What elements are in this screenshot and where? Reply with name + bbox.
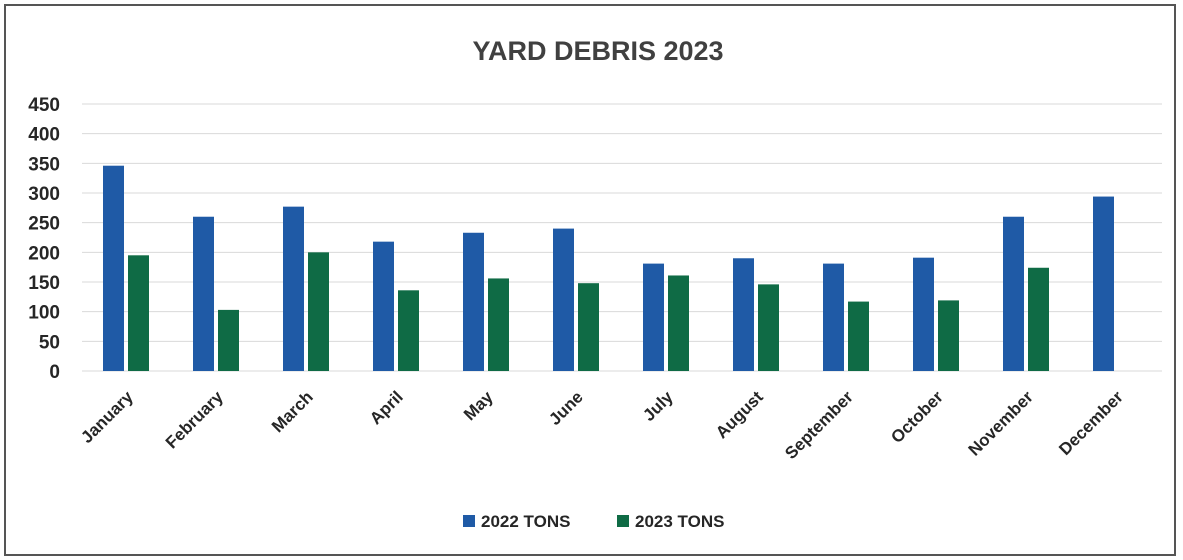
- bar-2023-february: [218, 309, 239, 371]
- bar-2023-march: [308, 252, 329, 371]
- bars: [103, 165, 1114, 371]
- bar-2022-may: [463, 232, 484, 371]
- x-tick-label: December: [1055, 387, 1127, 459]
- y-tick-label: 100: [28, 303, 60, 324]
- bar-2023-november: [1028, 267, 1049, 371]
- legend-swatch: [463, 515, 475, 527]
- y-tick-label: 50: [39, 332, 60, 353]
- chart-title: YARD DEBRIS 2023: [472, 36, 723, 66]
- y-tick-label: 450: [28, 95, 60, 116]
- x-tick-label: October: [887, 387, 947, 447]
- bar-2022-december: [1093, 196, 1114, 371]
- legend: 2022 TONS 2023 TONS: [463, 512, 724, 531]
- y-axis-ticks: 0 50 100 150 200 250 300 350 400 450: [28, 95, 60, 383]
- bar-2023-april: [398, 290, 419, 371]
- bar-2022-october: [913, 257, 934, 371]
- x-axis-ticks: January February March April May June July Augu…: [77, 387, 1127, 463]
- bar-2022-march: [283, 206, 304, 371]
- bar-2022-august: [733, 258, 754, 371]
- y-tick-label: 400: [28, 125, 60, 146]
- x-tick-label: February: [162, 387, 227, 452]
- bar-2023-july: [668, 275, 689, 371]
- bar-2022-april: [373, 241, 394, 371]
- bar-2022-july: [643, 263, 664, 371]
- x-tick-label: March: [268, 387, 317, 436]
- bar-2022-february: [193, 216, 214, 371]
- y-tick-label: 200: [28, 243, 60, 264]
- x-tick-label: June: [545, 387, 586, 428]
- x-tick-label: January: [77, 387, 137, 447]
- legend-swatch: [617, 515, 629, 527]
- gridlines: [82, 103, 1162, 372]
- y-tick-label: 150: [28, 273, 60, 294]
- x-tick-label: September: [781, 387, 857, 463]
- bar-2022-june: [553, 228, 574, 371]
- x-tick-label: April: [366, 387, 407, 428]
- bar-2023-january: [128, 255, 149, 371]
- bar-2022-january: [103, 165, 124, 371]
- bar-2023-june: [578, 283, 599, 371]
- bar-2022-september: [823, 263, 844, 371]
- x-tick-label: July: [639, 387, 677, 425]
- x-tick-label: May: [460, 387, 497, 424]
- bar-2023-august: [758, 284, 779, 371]
- y-tick-label: 300: [28, 184, 60, 205]
- x-tick-label: November: [965, 387, 1037, 459]
- bar-2023-september: [848, 301, 869, 371]
- y-tick-label: 350: [28, 154, 60, 175]
- x-tick-label: August: [712, 387, 767, 442]
- y-tick-label: 250: [28, 214, 60, 235]
- bar-2023-may: [488, 278, 509, 371]
- y-tick-label: 0: [49, 362, 60, 383]
- legend-label: 2022 TONS: [481, 512, 570, 531]
- legend-label: 2023 TONS: [635, 512, 724, 531]
- bar-2023-october: [938, 300, 959, 371]
- bar-2022-november: [1003, 216, 1024, 371]
